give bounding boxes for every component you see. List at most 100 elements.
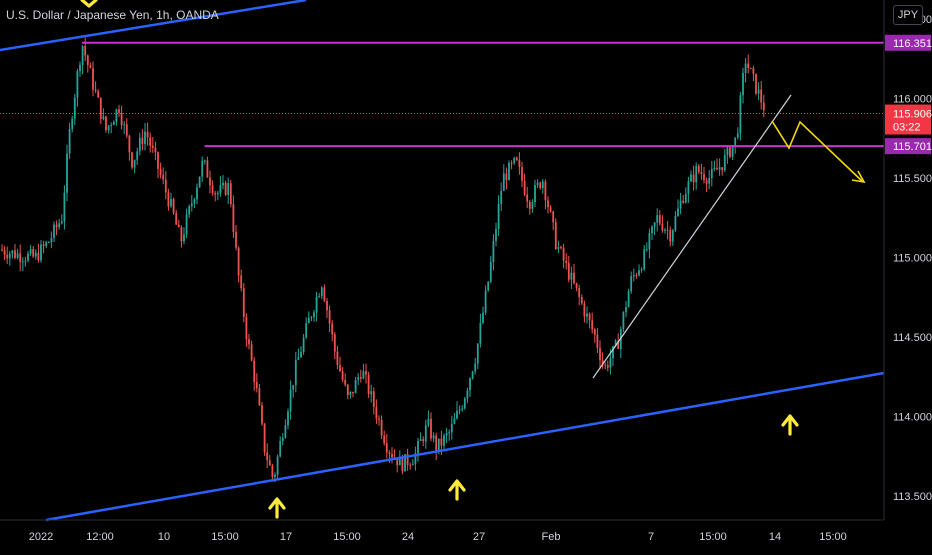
currency-button[interactable]: JPY (893, 5, 923, 25)
candle (541, 178, 544, 194)
candle-body (502, 173, 505, 191)
candle (710, 160, 713, 187)
candle (79, 61, 81, 77)
candle-body (432, 435, 435, 439)
time-axis[interactable]: 2022 12:00 10 15:00 17 15:00 24 27 Feb 7 15:00 14 15… (0, 519, 884, 543)
candle (687, 176, 690, 203)
candle (336, 345, 339, 370)
candle-body (310, 317, 313, 319)
candle (549, 205, 552, 213)
candle-body (359, 377, 362, 379)
candle (19, 244, 22, 272)
candle-body (567, 262, 570, 280)
candle (523, 173, 526, 197)
candle (578, 284, 581, 306)
candle (27, 250, 29, 263)
candle (656, 208, 659, 232)
up-arrow-1 (268, 497, 286, 519)
candle (206, 156, 209, 178)
candle-body (596, 334, 599, 348)
candle-body (307, 318, 310, 324)
candle (354, 376, 357, 394)
candle-body (71, 118, 74, 129)
candle (411, 459, 414, 466)
candle (380, 415, 383, 440)
candle (453, 412, 456, 425)
candle-body (45, 242, 48, 246)
candle (651, 225, 653, 240)
candle-body (86, 55, 89, 66)
price-tick-label: 113.500 (893, 491, 932, 503)
candle (190, 194, 193, 212)
candle-body (518, 159, 521, 168)
candle-body (484, 290, 487, 313)
candle-body (146, 131, 149, 138)
candle (183, 227, 185, 245)
candle-body (705, 180, 708, 184)
candle (521, 161, 523, 188)
candle (396, 457, 399, 473)
candle (705, 177, 708, 192)
time-tick-label: 15:00 (333, 531, 361, 543)
candle (203, 159, 206, 165)
candle-body (177, 224, 180, 228)
candle (281, 433, 284, 446)
candle-body (266, 452, 269, 461)
candle (539, 181, 542, 190)
candle-body (640, 269, 643, 271)
candle (58, 219, 61, 230)
candle (344, 373, 347, 387)
candle-body (695, 166, 698, 183)
candle-body (323, 287, 326, 301)
candle-body (744, 63, 747, 73)
candle-body (440, 438, 443, 446)
candle-body (523, 180, 526, 195)
candle (320, 286, 323, 300)
candle (547, 196, 549, 214)
candle (484, 285, 487, 315)
candle (723, 149, 726, 173)
candle-body (27, 253, 29, 261)
candle-body (136, 151, 139, 160)
candle (645, 242, 648, 252)
candle-body (281, 437, 284, 442)
candle (341, 367, 344, 383)
candle-body (716, 167, 718, 170)
candle (658, 210, 661, 226)
candle (463, 396, 466, 410)
candle (110, 122, 113, 134)
candles-layer (1, 37, 765, 483)
candle-body (19, 253, 22, 263)
candle-body (196, 187, 198, 200)
candle-body (757, 89, 760, 94)
candle-body (729, 147, 731, 157)
candle-body (219, 185, 222, 194)
candle (653, 222, 656, 235)
candle-body (261, 405, 263, 424)
candle-body (536, 182, 539, 186)
candle-body (133, 159, 136, 168)
candle (495, 222, 497, 247)
price-axis[interactable]: 116.500116.000115.500115.000114.500114.0… (883, 0, 932, 520)
candle (461, 404, 464, 412)
candle-body (435, 435, 438, 452)
candle (289, 380, 292, 420)
candle (227, 177, 230, 205)
candle (674, 211, 677, 233)
candle-body (235, 231, 237, 248)
candle (726, 145, 729, 164)
candle (427, 410, 430, 428)
drawings-layer[interactable] (0, 0, 885, 522)
candle (63, 185, 66, 230)
candle (648, 228, 651, 259)
candle (120, 105, 123, 130)
candle (180, 225, 183, 248)
candle-body (144, 131, 146, 144)
candle-body (479, 322, 482, 344)
candle-body (102, 116, 105, 119)
candle-body (276, 456, 279, 475)
candle-body (492, 240, 495, 263)
candle-body (248, 339, 250, 345)
